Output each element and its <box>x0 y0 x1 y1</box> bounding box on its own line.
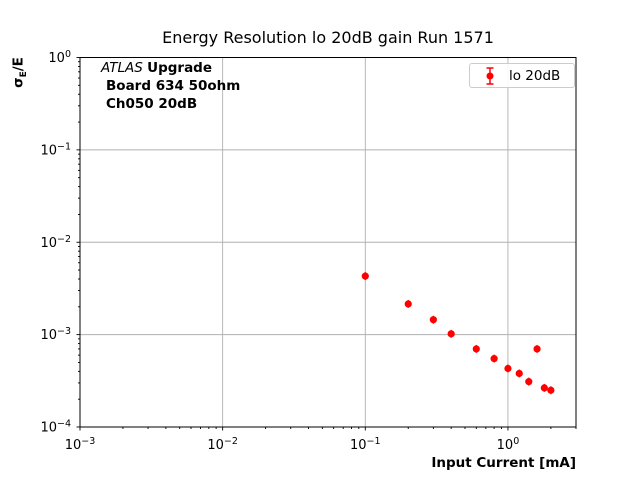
ylabel-subscript: E <box>19 71 30 78</box>
y-axis-label: σE/E <box>11 53 30 93</box>
legend-marker <box>486 72 494 79</box>
axes-frame <box>79 57 577 428</box>
y-tick-label: 10−2 <box>40 234 71 251</box>
ylabel-sigma: σ <box>10 77 27 88</box>
x-tick-label: 10−3 <box>65 436 96 453</box>
x-tick-label: 10−1 <box>350 436 381 453</box>
errorbar-marker-icon <box>486 66 494 85</box>
legend-label: lo 20dB <box>509 67 561 84</box>
chart-title: Energy Resolution lo 20dB gain Run 1571 <box>162 28 494 47</box>
data-point <box>515 369 523 378</box>
legend: lo 20dB <box>469 63 575 88</box>
ylabel-rest: /E <box>10 57 27 72</box>
x-axis-label: Input Current [mA] <box>431 455 576 471</box>
data-point <box>504 364 512 373</box>
data-point <box>361 272 369 280</box>
data-point <box>447 330 455 338</box>
y-tick-label: 10−4 <box>40 419 71 436</box>
x-tick-label: 10−2 <box>207 436 238 453</box>
data-point <box>540 384 548 392</box>
annotation-line-1: ATLAS Upgrade <box>101 59 240 77</box>
data-point <box>490 355 498 363</box>
annotation-text: ATLAS Upgrade Board 634 50ohm Ch050 20dB <box>101 59 240 113</box>
x-tick-label: 100 <box>497 436 520 453</box>
annotation-program: Upgrade <box>147 60 213 76</box>
annotation-line-3: Ch050 20dB <box>106 96 198 112</box>
data-point <box>547 386 555 394</box>
annotation-line-2: Board 634 50ohm <box>106 78 241 94</box>
data-point <box>429 316 437 324</box>
y-tick-label: 100 <box>48 49 71 66</box>
data-point <box>533 345 541 353</box>
y-tick-label: 10−1 <box>40 141 71 158</box>
data-point <box>404 300 412 308</box>
y-tick-label: 10−3 <box>40 326 71 343</box>
data-point <box>525 378 533 386</box>
annotation-experiment: ATLAS <box>101 60 143 76</box>
data-point <box>472 345 480 353</box>
